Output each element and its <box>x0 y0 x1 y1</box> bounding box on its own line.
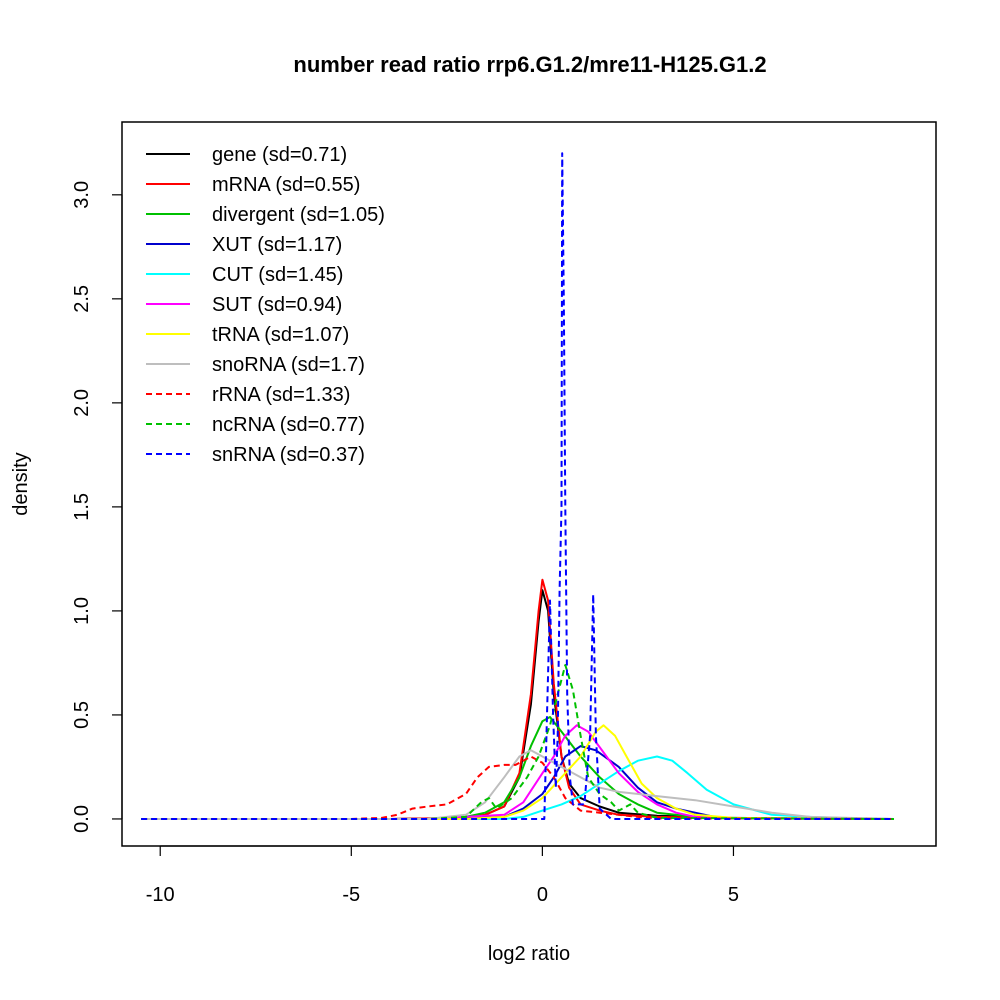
legend-item-label: rRNA (sd=1.33) <box>212 384 350 406</box>
x-tick-label: 5 <box>728 884 739 906</box>
x-axis: -10 -5 0 5 <box>146 845 739 906</box>
y-tick-label: 1.0 <box>71 597 93 625</box>
series-line <box>141 755 895 820</box>
series-line <box>141 755 895 820</box>
legend-item-label: gene (sd=0.71) <box>212 144 347 166</box>
legend-item-label: snRNA (sd=0.37) <box>212 444 365 466</box>
legend-item-label: divergent (sd=1.05) <box>212 204 385 226</box>
legend-item-label: ncRNA (sd=0.77) <box>212 414 365 436</box>
y-tick-label: 0.5 <box>71 701 93 729</box>
x-axis-label: log2 ratio <box>488 943 570 965</box>
legend-item-label: SUT (sd=0.94) <box>212 294 342 316</box>
y-tick-label: 3.0 <box>71 181 93 209</box>
series-line <box>141 724 895 820</box>
chart-title: number read ratio rrp6.G1.2/mre11-H125.G… <box>293 52 766 77</box>
x-tick-label: -10 <box>146 884 175 906</box>
y-tick-label: 2.5 <box>71 285 93 313</box>
series-line <box>141 724 895 820</box>
x-tick-label: 0 <box>537 884 548 906</box>
y-tick-label: 0.0 <box>71 805 93 833</box>
legend-item-label: snoRNA (sd=1.7) <box>212 354 365 376</box>
legend-item-label: tRNA (sd=1.07) <box>212 324 349 346</box>
legend: gene (sd=0.71) mRNA (sd=0.55) divergent (s… <box>146 144 385 466</box>
legend-item-label: mRNA (sd=0.55) <box>212 174 360 196</box>
y-tick-label: 2.0 <box>71 389 93 417</box>
series-line <box>141 664 895 820</box>
legend-item-label: XUT (sd=1.17) <box>212 234 342 256</box>
series-group <box>141 152 895 820</box>
series-line <box>141 749 895 820</box>
series-line <box>141 152 894 820</box>
y-axis-label: density <box>10 452 32 515</box>
x-tick-label: -5 <box>342 884 360 906</box>
y-axis: 0.0 0.5 1.0 1.5 2.0 2.5 3.0 <box>71 181 123 833</box>
series-line <box>141 716 895 820</box>
y-tick-label: 1.5 <box>71 493 93 521</box>
legend-item-label: CUT (sd=1.45) <box>212 264 343 286</box>
